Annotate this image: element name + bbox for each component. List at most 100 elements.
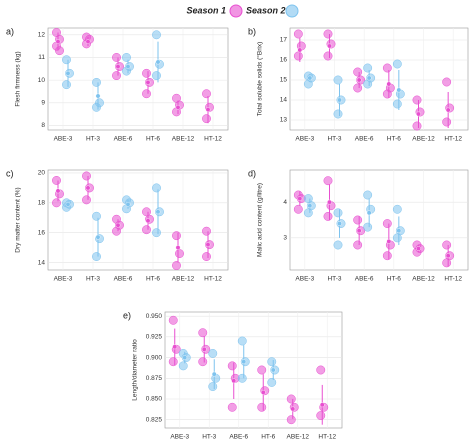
data-point: [237, 336, 247, 346]
y-tick-label: 8: [41, 122, 45, 129]
data-point: [142, 68, 151, 78]
data-point: [52, 198, 61, 208]
data-point: [208, 348, 218, 358]
data-point: [382, 89, 392, 99]
mean-marker: [55, 39, 61, 44]
mean-marker: [155, 59, 161, 65]
mean-marker: [95, 93, 101, 99]
data-point: [55, 46, 64, 56]
data-point: [168, 315, 178, 325]
mean-marker: [241, 359, 247, 365]
plot-area: [289, 27, 469, 131]
y-axis-label: Flesh firmness (kg): [15, 51, 22, 106]
data-point: [92, 102, 101, 112]
data-point: [142, 225, 151, 235]
data-point: [382, 219, 392, 229]
data-point: [286, 415, 296, 425]
data-point: [293, 51, 303, 61]
mean-marker: [175, 245, 181, 251]
y-axis-label: Total soluble solids (°Brix): [256, 42, 264, 117]
x-tick-label: HT-6: [146, 276, 160, 283]
data-point: [202, 252, 211, 262]
data-point: [152, 183, 161, 193]
data-point: [392, 99, 402, 109]
data-point: [62, 80, 71, 90]
panel-label: a): [6, 26, 14, 36]
data-point: [92, 211, 101, 221]
data-point: [353, 83, 363, 93]
data-point: [112, 226, 121, 236]
data-point: [92, 252, 101, 262]
y-tick-label: 0.825: [146, 416, 163, 423]
data-point: [178, 361, 188, 371]
data-point: [257, 365, 267, 375]
mean-marker: [65, 201, 71, 207]
y-tick-label: 17: [280, 37, 288, 44]
x-tick-label: HT-12: [318, 434, 336, 441]
data-point: [323, 176, 333, 186]
data-point: [442, 77, 452, 87]
mean-marker: [95, 234, 101, 240]
legend-swatch: [229, 4, 243, 18]
data-point: [293, 29, 303, 39]
data-point: [227, 402, 237, 412]
plot-area: [289, 169, 469, 271]
plot-area: [164, 311, 343, 429]
data-point: [202, 89, 211, 99]
mean-marker: [337, 97, 342, 103]
data-point: [52, 175, 61, 185]
mean-marker: [231, 378, 237, 384]
legend-swatch: [285, 4, 299, 18]
y-tick-label: 20: [38, 170, 46, 177]
mean-marker: [356, 228, 362, 234]
y-tick-label: 0.875: [146, 375, 163, 382]
y-tick-label: 10: [38, 77, 46, 84]
data-point: [293, 204, 303, 214]
data-point: [198, 357, 208, 367]
data-point: [392, 59, 402, 69]
x-tick-label: HT-3: [86, 136, 100, 143]
data-point: [168, 357, 178, 367]
data-point: [62, 55, 71, 65]
data-point: [82, 171, 91, 181]
mean-marker: [260, 389, 266, 395]
mean-marker: [386, 239, 392, 244]
legend-label: Season 2: [246, 5, 286, 15]
x-tick-label: HT-12: [204, 136, 222, 143]
y-tick-label: 11: [38, 54, 45, 61]
data-point: [202, 114, 211, 124]
data-point: [237, 373, 247, 383]
data-point: [257, 402, 267, 412]
y-tick-label: 4: [283, 199, 287, 206]
data-point: [323, 29, 333, 39]
y-tick-label: 0.900: [146, 354, 163, 361]
mean-marker: [445, 253, 451, 259]
data-point: [363, 79, 373, 89]
mean-marker: [445, 107, 451, 113]
data-point: [208, 382, 218, 392]
x-tick-label: HT-6: [387, 276, 401, 283]
data-point: [392, 233, 402, 243]
x-tick-label: ABE-3: [54, 276, 73, 283]
data-point: [227, 361, 237, 371]
y-tick-label: 0.850: [146, 396, 163, 403]
data-point: [172, 231, 181, 241]
data-point: [316, 411, 326, 421]
y-tick-label: 13: [280, 117, 288, 124]
mean-marker: [115, 222, 121, 228]
mean-marker: [125, 64, 131, 69]
plot-area: [47, 27, 229, 131]
y-tick-label: 18: [38, 200, 46, 207]
mean-marker: [201, 346, 207, 352]
data-point: [142, 89, 151, 99]
y-tick-label: 16: [38, 229, 46, 236]
mean-marker: [356, 77, 362, 83]
mean-marker: [327, 199, 332, 205]
data-point: [198, 328, 208, 338]
data-point: [92, 77, 101, 87]
x-tick-label: ABE-6: [355, 136, 374, 143]
data-point: [286, 394, 296, 404]
panel-label: b): [248, 26, 256, 36]
x-tick-label: ABE-3: [170, 434, 189, 441]
x-tick-label: ABE-12: [172, 136, 195, 143]
